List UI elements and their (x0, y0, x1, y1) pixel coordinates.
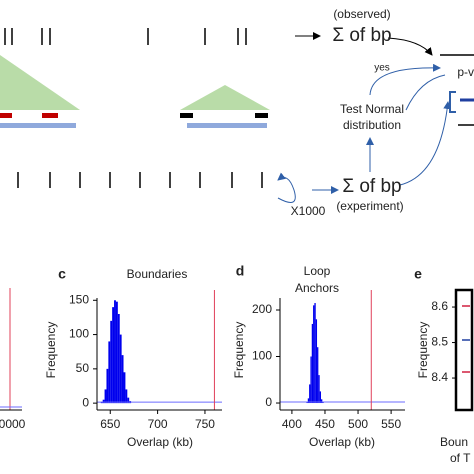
bracket (449, 91, 456, 113)
histogram-bar (123, 372, 126, 404)
diagram-text: Σ of bp (332, 25, 391, 46)
x-tick-label: 700 (148, 417, 168, 431)
histogram-bar (112, 307, 115, 404)
boundary-bar (255, 113, 268, 118)
histogram-bar (315, 319, 318, 404)
x-axis-label: Overlap (kb) (127, 435, 193, 449)
diagram-text: yes (374, 63, 390, 74)
boundary-bar (180, 113, 193, 118)
diagram-text: Σ of bp (342, 176, 401, 197)
x-axis-label: Overlap (kb) (309, 435, 375, 449)
panel-label: d (236, 263, 245, 279)
chart-title: Boundaries (127, 267, 188, 281)
x-axis-label: Boun (440, 435, 468, 449)
y-tick-label: 8.4 (431, 370, 448, 384)
histogram-bar (313, 305, 315, 404)
experiment-ticks (17, 172, 263, 188)
y-axis-label: Frequency (416, 322, 430, 379)
arrow (399, 101, 452, 186)
chart-title: Anchors (295, 281, 339, 295)
y-tick-label: 8.5 (431, 335, 448, 349)
panel-b-fragment: 0000 (0, 288, 26, 431)
x-tick-label: 650 (100, 417, 120, 431)
x-tick-label: 750 (195, 417, 215, 431)
boundary-bar (0, 113, 12, 118)
loop-arrow (277, 172, 296, 203)
diagram-text: (experiment) (336, 199, 403, 213)
histogram-bar (322, 402, 324, 404)
arrow (405, 74, 446, 111)
y-tick-label: 0 (265, 395, 272, 409)
histogram-bar (311, 323, 314, 404)
y-tick-label: 0 (82, 395, 89, 409)
x-tick-label: 500 (348, 417, 368, 431)
diagram-text: p-v (457, 65, 474, 79)
diagram-text: X1000 (291, 204, 326, 218)
histogram-bar (310, 356, 312, 404)
x-tick-label: 550 (381, 417, 401, 431)
y-tick-label: 200 (252, 302, 272, 316)
histogram-bar (114, 300, 116, 404)
domain-triangle (0, 55, 80, 110)
observed-ticks (4, 28, 247, 45)
histogram-bar (117, 314, 120, 404)
diagram-text: (observed) (333, 7, 390, 21)
y-tick-label: 8.6 (431, 299, 448, 313)
y-axis-label: Frequency (232, 322, 246, 379)
histogram-bar (121, 355, 124, 404)
boundary-bar (42, 113, 58, 118)
histogram-bar (307, 398, 310, 404)
histogram-bar (119, 334, 122, 404)
domain-bar (0, 123, 76, 128)
histogram-bar (309, 384, 311, 404)
y-axis-label: Frequency (44, 322, 58, 379)
histogram-bar (125, 389, 128, 404)
chart-title: Loop (304, 264, 331, 278)
histogram-bar (108, 341, 111, 404)
diagram-text: Test Normal (340, 102, 404, 116)
histogram-bar (127, 397, 130, 404)
histogram-bar (110, 320, 113, 404)
histogram-bar (106, 368, 109, 404)
y-tick-label: 100 (69, 327, 89, 341)
x-tick-label: 450 (315, 417, 335, 431)
histogram-bar (317, 347, 319, 404)
y-tick-label: 100 (252, 349, 272, 363)
histogram-bar (104, 389, 107, 404)
domain-triangle (180, 85, 270, 110)
x-tick-label: 0000 (0, 417, 26, 431)
diagram-text: distribution (343, 118, 401, 132)
arrow (369, 63, 441, 96)
histogram-bar (319, 391, 322, 404)
plot-frame (454, 288, 474, 412)
histogram-bar (115, 301, 118, 404)
histogram-bar (321, 399, 323, 404)
x-axis-label: of T (450, 451, 471, 465)
x-tick-label: 400 (282, 417, 302, 431)
y-tick-label: 150 (69, 292, 89, 306)
y-tick-label: 50 (76, 361, 90, 375)
arrow (387, 37, 433, 56)
histogram-bar (102, 399, 105, 404)
histogram-bar (318, 375, 320, 404)
panel-label: c (58, 266, 66, 282)
diagram (0, 28, 474, 203)
panel-label: e (414, 266, 422, 282)
histogram-bar (314, 303, 316, 404)
domain-bar (187, 123, 267, 128)
